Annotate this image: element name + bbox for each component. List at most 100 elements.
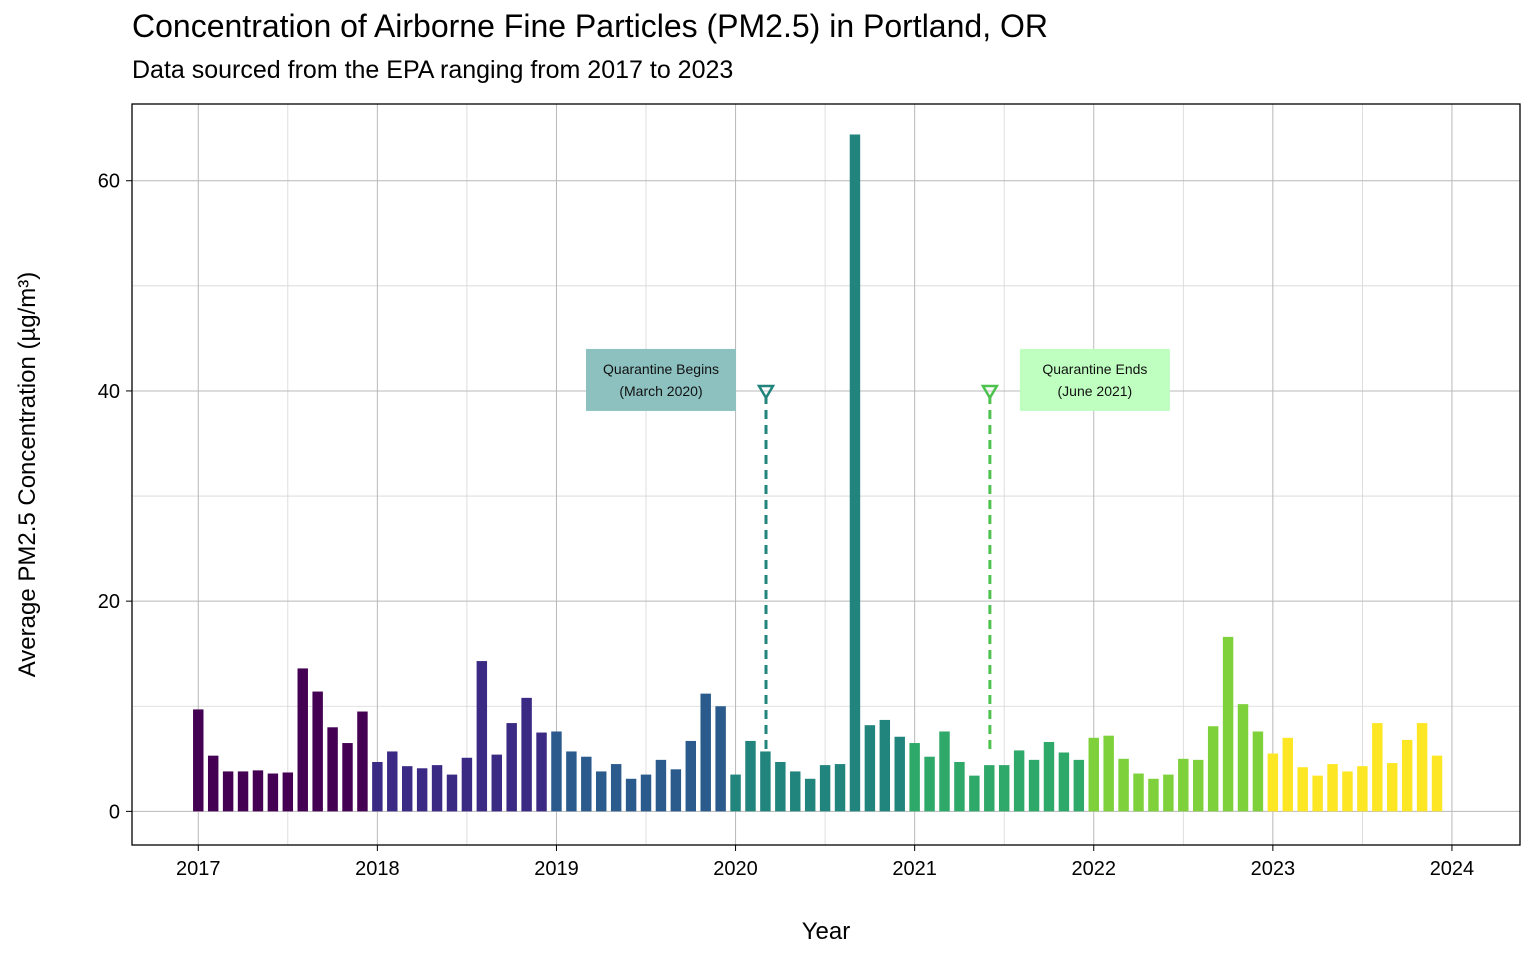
bar [1133, 773, 1144, 812]
bar [401, 766, 413, 812]
bar [521, 697, 532, 812]
x-tick-label: 2024 [1430, 858, 1475, 880]
axes: 2017 2018 2019 2020 2021 2022 2023 2024 0 20 40 60 [98, 171, 1474, 880]
bar [700, 693, 711, 812]
bar [387, 751, 398, 812]
bar [745, 740, 756, 812]
annotations: Quarantine Begins (March 2020) Quarantine … [586, 348, 1170, 754]
bar [461, 757, 473, 812]
bar [1387, 763, 1398, 812]
plot-panel-border [131, 103, 1521, 846]
bar [760, 751, 771, 812]
bar [775, 761, 786, 812]
annotation-label-box [1019, 348, 1170, 411]
bar [625, 778, 637, 812]
annotation-triangle-marker [980, 384, 1000, 401]
bar [416, 768, 428, 812]
x-axis-title: Year [802, 918, 851, 945]
bar [1342, 771, 1353, 812]
bar [596, 771, 607, 812]
bar [1327, 764, 1338, 812]
bar [969, 775, 980, 812]
bar [1416, 723, 1428, 812]
bar [357, 711, 368, 812]
bar [909, 743, 920, 812]
annotation-label-text: Quarantine Ends [1042, 361, 1147, 377]
x-tick-label: 2021 [892, 858, 937, 880]
bar [685, 740, 697, 812]
bar [819, 765, 831, 812]
bar [864, 725, 876, 812]
bar [1103, 735, 1114, 812]
x-tick-label: 2018 [355, 858, 400, 880]
bar [1267, 753, 1279, 812]
bar [984, 765, 995, 812]
bar [804, 778, 816, 812]
bar [1028, 759, 1040, 812]
bar [1073, 759, 1085, 812]
bar [1372, 723, 1383, 812]
bar [894, 736, 905, 812]
bar [327, 727, 338, 812]
x-tick-label: 2020 [713, 858, 758, 880]
bar [1178, 758, 1189, 812]
y-tick-label: 60 [98, 171, 120, 193]
bar [670, 769, 682, 812]
annotation-label-text: (March 2020) [619, 383, 702, 399]
bar [581, 756, 592, 812]
bar [1222, 636, 1234, 812]
bar [431, 765, 443, 812]
bar [1148, 778, 1159, 812]
bar [1252, 731, 1264, 812]
bar [476, 661, 488, 812]
bar [506, 723, 517, 812]
bar [655, 759, 667, 812]
grid-lines [132, 104, 1520, 845]
x-tick-label: 2022 [1071, 858, 1116, 880]
bar [207, 755, 219, 812]
bar [1297, 767, 1308, 812]
bar [282, 772, 294, 812]
bar [1431, 755, 1443, 812]
bar [237, 771, 249, 812]
bar [730, 774, 741, 812]
bar [790, 771, 801, 812]
x-tick-label: 2023 [1251, 858, 1296, 880]
x-tick-label: 2019 [534, 858, 579, 880]
y-tick-label: 0 [109, 801, 120, 823]
bar [1282, 737, 1293, 812]
bar [1163, 774, 1174, 812]
bar [1013, 750, 1025, 812]
bar [536, 732, 547, 812]
bar [954, 761, 965, 812]
annotation-label-text: Quarantine Begins [603, 361, 719, 377]
bar [849, 134, 861, 812]
bar [551, 731, 562, 812]
chart-title: Concentration of Airborne Fine Particles… [132, 8, 1048, 44]
bar [715, 706, 726, 812]
bar [342, 743, 353, 812]
bar [491, 754, 502, 812]
chart-subtitle: Data sourced from the EPA ranging from 2… [132, 56, 734, 84]
bar [222, 771, 234, 812]
bar [1401, 739, 1413, 812]
bar [640, 774, 652, 812]
bar [566, 751, 577, 812]
bar [312, 691, 323, 812]
bar [1237, 704, 1249, 812]
bars [193, 134, 1443, 812]
bar [834, 764, 846, 812]
bar [1043, 741, 1055, 812]
bar [1192, 759, 1204, 812]
annotation-label-box [586, 348, 737, 411]
bar [1357, 766, 1368, 812]
bar [297, 668, 308, 812]
y-axis-title: Average PM2.5 Concentration (µg/m³) [14, 272, 41, 678]
bar [446, 774, 458, 812]
y-tick-label: 40 [98, 381, 120, 403]
bar [1118, 758, 1129, 812]
bar [924, 756, 935, 812]
bar [879, 719, 891, 812]
bar [267, 773, 279, 812]
